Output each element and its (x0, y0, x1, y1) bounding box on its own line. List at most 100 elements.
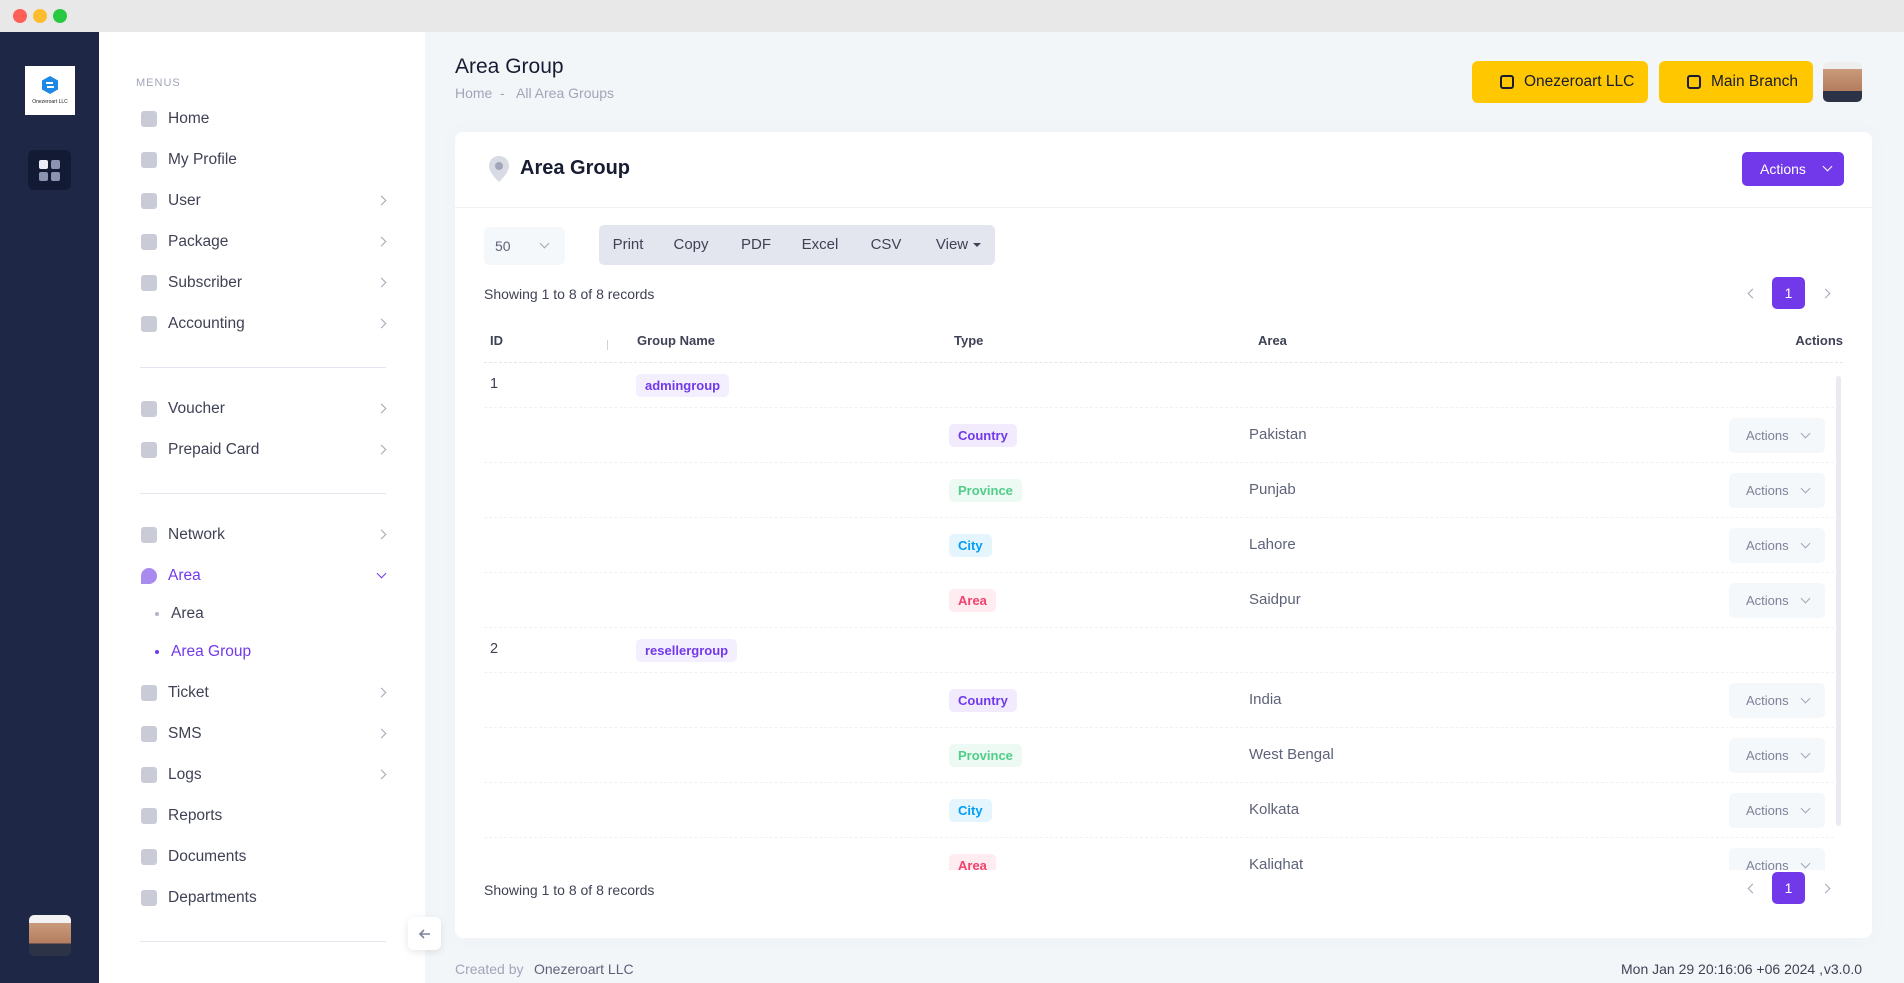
close-dot[interactable] (13, 9, 27, 23)
group-id: 1 (490, 376, 499, 392)
menu-divider (140, 493, 386, 494)
menu-item[interactable]: Departments (168, 889, 257, 906)
submenu-item[interactable]: Area Group (171, 643, 252, 660)
button-label: Actions (1746, 858, 1789, 870)
menu-item[interactable]: Logs (168, 766, 202, 783)
maximize-dot[interactable] (53, 9, 67, 23)
column-header[interactable]: Type (954, 333, 984, 348)
export-button[interactable]: CSV (870, 236, 902, 253)
menu-item[interactable]: Voucher (168, 400, 225, 417)
page-button[interactable]: 1 (1772, 277, 1805, 309)
company-button[interactable]: Onezeroart LLC (1472, 61, 1648, 103)
button-label: Main Branch (1711, 73, 1799, 90)
menu-item[interactable]: Package (168, 233, 229, 250)
row-actions-button[interactable]: Actions (1729, 738, 1825, 773)
area-name: West Bengal (1249, 746, 1334, 763)
menu-item[interactable]: My Profile (168, 151, 237, 168)
page-button[interactable]: 1 (1772, 872, 1805, 904)
area-row: Province West Bengal Actions (484, 728, 1834, 783)
export-button[interactable]: PDF (741, 236, 771, 253)
type-badge: Province (949, 479, 1022, 502)
button-label: Actions (1746, 748, 1789, 763)
menu-item[interactable]: User (168, 192, 201, 209)
area-name: Kolkata (1249, 801, 1300, 818)
scrollbar (1836, 376, 1841, 826)
row-actions-button[interactable]: Actions (1729, 848, 1825, 870)
row-actions-button[interactable]: Actions (1729, 528, 1825, 563)
type-badge: Area (949, 854, 996, 870)
menu-item[interactable]: Network (168, 526, 225, 543)
export-button[interactable]: View (935, 236, 969, 253)
area-name: India (1249, 691, 1282, 708)
submenu-bullet (155, 612, 159, 616)
branch-button[interactable]: Main Branch (1659, 61, 1813, 103)
submenu-bullet (155, 650, 159, 654)
card-divider (455, 207, 1872, 208)
export-button[interactable]: Excel (801, 236, 839, 253)
export-button[interactable]: Copy (673, 236, 709, 253)
records-summary: Showing 1 to 8 of 8 records (484, 286, 655, 302)
menu-item[interactable]: Subscriber (168, 274, 243, 291)
user-avatar[interactable] (29, 915, 71, 956)
breadcrumb-item: All Area Groups (516, 85, 615, 101)
dashboard-switch[interactable] (28, 150, 71, 190)
menu-item[interactable]: Area (168, 567, 201, 584)
page-title: Area Group (455, 55, 564, 78)
menu-icon (141, 152, 157, 168)
minimize-dot[interactable] (33, 9, 47, 23)
actions-button[interactable]: Actions (1742, 152, 1844, 186)
logo-box[interactable]: Onezeroart LLC (25, 66, 75, 115)
row-actions-button[interactable]: Actions (1729, 793, 1825, 828)
export-button[interactable]: Print (612, 236, 644, 253)
menu-item[interactable]: Accounting (168, 315, 245, 332)
row-actions-button[interactable]: Actions (1729, 583, 1825, 618)
button-label: Actions (1746, 483, 1789, 498)
button-label: Actions (1746, 803, 1789, 818)
menu-icon (141, 767, 157, 783)
breadcrumb-item[interactable]: Home (455, 85, 493, 101)
footer-company[interactable]: Onezeroart LLC (534, 961, 634, 977)
group-id: 2 (490, 641, 499, 657)
column-header[interactable]: Area (1258, 333, 1287, 348)
row-actions-button[interactable]: Actions (1729, 473, 1825, 508)
menu-item[interactable]: Prepaid Card (168, 441, 260, 458)
row-actions-button[interactable]: Actions (1729, 418, 1825, 453)
menu-item[interactable]: Documents (168, 848, 247, 865)
footer-credit: Created by (455, 961, 524, 977)
header-avatar[interactable] (1823, 62, 1862, 102)
title-bar (0, 0, 1904, 32)
menu-icon (141, 726, 157, 742)
column-header[interactable]: Group Name (637, 333, 716, 348)
menu-icon (141, 316, 157, 332)
submenu-item[interactable]: Area (171, 605, 204, 622)
row-actions-button[interactable]: Actions (1729, 683, 1825, 718)
menu-icon (141, 527, 157, 543)
chevron (1800, 693, 1811, 704)
column-header[interactable]: ID (490, 333, 503, 348)
area-row: Country India Actions (484, 673, 1834, 728)
chevron (1800, 593, 1811, 604)
button-icon (1500, 75, 1514, 89)
button-label: Actions (1746, 538, 1789, 553)
menu-heading: MENUS (136, 77, 181, 89)
area-row: Area Saidpur Actions (484, 573, 1834, 628)
menu-icon (141, 401, 157, 417)
area-row: City Lahore Actions (484, 518, 1834, 573)
group-name: resellergroup (636, 639, 738, 662)
menu-icon (141, 849, 157, 865)
column-header[interactable]: Actions (1795, 333, 1843, 348)
grid-square (51, 160, 60, 169)
collapse-button[interactable] (408, 917, 441, 950)
menu-item[interactable]: SMS (168, 725, 202, 742)
page-size-select[interactable]: 50 (484, 227, 565, 265)
menu-item[interactable]: Reports (168, 807, 223, 824)
sidebar (99, 32, 425, 983)
breadcrumb-separator: - (500, 85, 505, 101)
sort-indicator (607, 340, 613, 350)
menu-icon (141, 275, 157, 291)
type-badge: Country (949, 689, 1017, 712)
menu-item[interactable]: Home (168, 110, 210, 127)
chevron (1800, 538, 1811, 549)
menu-item[interactable]: Ticket (168, 684, 209, 701)
